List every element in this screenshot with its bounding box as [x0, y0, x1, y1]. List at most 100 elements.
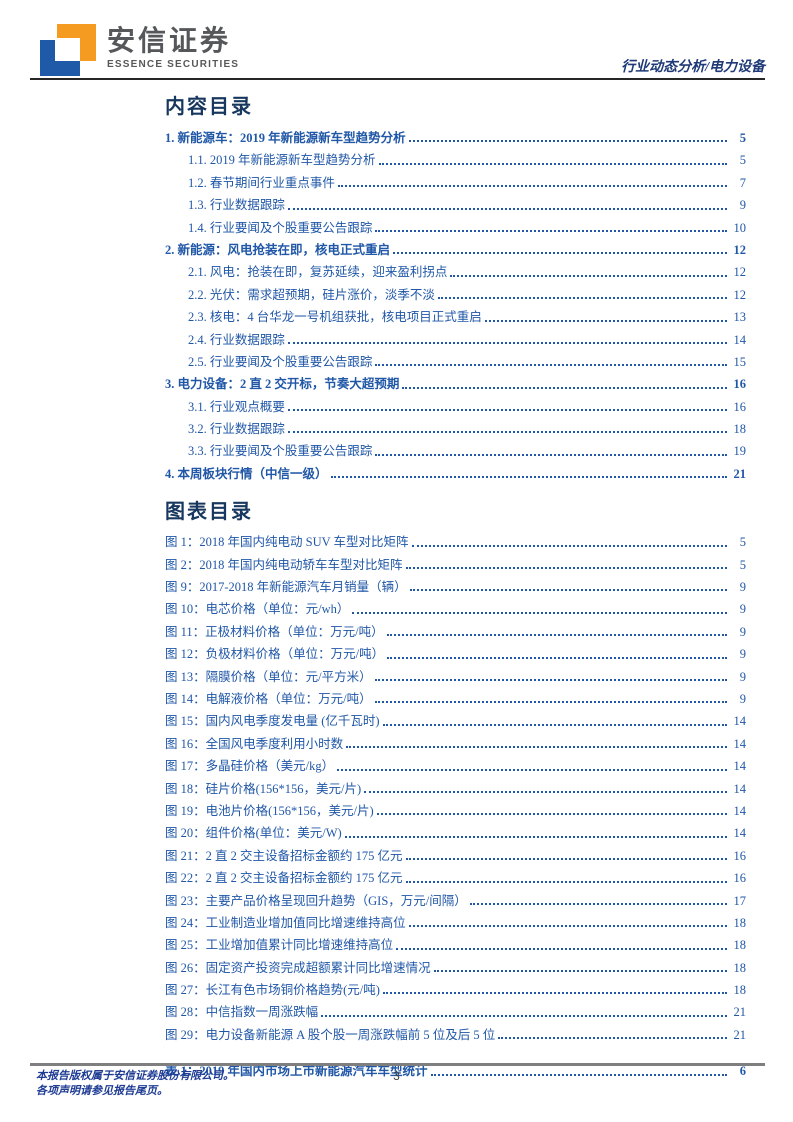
dot-leader	[337, 768, 727, 771]
table-entry: 表 1：2019 年国内市场上市新能源汽车车型统计 6	[165, 1060, 746, 1082]
header-divider	[30, 78, 765, 80]
figure-entry-page-number: 14	[733, 781, 747, 796]
brand-text: 安信证券 ESSENCE SECURITIES	[107, 24, 240, 71]
figure-section-title: 图表目录	[165, 501, 253, 524]
figure-entry-label: 图 26：固定资产投资完成超额累计同比增速情况	[165, 960, 431, 975]
toc-list: 1. 新能源车：2019 年新能源新车型趋势分析 5 1.1. 2019 年新能源新…	[165, 127, 746, 485]
dot-leader	[430, 1073, 727, 1076]
dot-leader	[402, 386, 727, 389]
figure-entry: 图 22：2 直 2 交主设备招标金额约 175 亿元 16	[165, 867, 746, 889]
brand-name-en: ESSENCE SECURITIES	[107, 59, 240, 70]
toc-entry: 3.3. 行业要闻及个股重要公告跟踪 19	[165, 440, 746, 462]
figure-entry-label: 图 2：2018 年国内纯电动轿车车型对比矩阵	[165, 557, 403, 572]
dot-leader	[352, 611, 727, 614]
figure-entry-label: 图 1：2018 年国内纯电动 SUV 车型对比矩阵	[165, 535, 409, 550]
figure-entry: 图 25：工业增加值累计同比增速维持高位 18	[165, 934, 746, 956]
toc-section-title: 内容目录	[165, 96, 253, 118]
toc-entry: 1.4. 行业要闻及个股重要公告跟踪 10	[165, 217, 746, 239]
toc-entry: 2.3. 核电：4 台华龙一号机组获批，核电项目正式重启 13	[165, 306, 746, 328]
dot-leader	[344, 835, 727, 838]
figure-entry-label: 图 18：硅片价格(156*156，美元/片)	[165, 781, 362, 796]
figure-entry-label: 图 9：2017-2018 年新能源汽车月销量（辆）	[165, 580, 407, 595]
figure-entry-label: 图 19：电池片价格(156*156，美元/片)	[165, 803, 374, 818]
figure-entry: 图 17：多晶硅价格（美元/kg） 14	[165, 755, 746, 777]
spacer	[165, 1046, 746, 1060]
figure-entry: 图 28：中信指数一周涨跌幅 21	[165, 1001, 746, 1023]
toc-entry-page-number: 12	[733, 287, 747, 302]
dot-leader	[396, 947, 727, 950]
dot-leader	[375, 453, 727, 456]
figure-entry-page-number: 5	[739, 535, 746, 550]
figure-entry-page-number: 14	[733, 714, 747, 729]
brand-name-cn: 安信证券	[107, 25, 232, 56]
toc-entry: 2.4. 行业数据跟踪 14	[165, 329, 746, 351]
toc-entry-page-number: 21	[733, 466, 747, 481]
dot-leader	[346, 746, 727, 749]
toc-entry-page-number: 14	[733, 332, 747, 347]
toc-entry: 3.1. 行业观点概要 16	[165, 396, 746, 418]
toc-entry-label: 2.4. 行业数据跟踪	[188, 332, 285, 347]
figure-entry-label: 图 22：2 直 2 交主设备招标金额约 175 亿元	[165, 871, 403, 886]
figure-entry: 图 14：电解液价格（单位：万元/吨） 9	[165, 688, 746, 710]
figure-entry: 图 26：固定资产投资完成超额累计同比增速情况 18	[165, 957, 746, 979]
footer-disclaimer: 本报告版权属于安信证券股份有限公司。 各项声明请参见报告尾页。	[36, 1069, 234, 1099]
toc-entry-label: 2. 新能源：风电抢装在即，核电正式重启	[165, 242, 391, 257]
dot-leader	[287, 431, 727, 434]
figure-entry-page-number: 14	[733, 803, 747, 818]
toc-entry-page-number: 19	[733, 444, 747, 459]
table-entry-page-number: 6	[739, 1064, 746, 1079]
toc-entry-page-number: 15	[733, 354, 747, 369]
dot-leader	[382, 992, 727, 995]
toc-entry: 1. 新能源车：2019 年新能源新车型趋势分析 5	[165, 127, 746, 149]
dot-leader	[411, 544, 727, 547]
dot-leader	[408, 140, 727, 143]
figure-entry: 图 27：长江有色市场铜价格趋势(元/吨) 18	[165, 979, 746, 1001]
dot-leader	[405, 880, 727, 883]
figure-entry: 图 24：工业制造业增加值同比增速维持高位 18	[165, 912, 746, 934]
toc-entry: 3. 电力设备：2 直 2 交开标，节奏大超预期 16	[165, 373, 746, 395]
figure-entry-page-number: 9	[739, 647, 746, 662]
toc-entry: 3.2. 行业数据跟踪 18	[165, 418, 746, 440]
dot-leader	[382, 723, 727, 726]
dot-leader	[433, 970, 727, 973]
figure-entry-page-number: 21	[733, 1027, 747, 1042]
toc-entry: 2.5. 行业要闻及个股重要公告跟踪 15	[165, 351, 746, 373]
figure-entry-page-number: 16	[733, 848, 747, 863]
figure-entry: 图 16：全国风电季度利用小时数 14	[165, 733, 746, 755]
toc-entry-label: 2.5. 行业要闻及个股重要公告跟踪	[188, 354, 373, 369]
report-type-label: 行业动态分析/电力设备	[621, 60, 765, 75]
figure-entry-page-number: 16	[733, 871, 747, 886]
figure-entry: 图 20：组件价格(单位：美元/W) 14	[165, 822, 746, 844]
figure-entry: 图 23：主要产品价格呈现回升趋势（GIS，万元/间隔） 17	[165, 890, 746, 912]
dot-leader	[287, 409, 727, 412]
figure-entry: 图 9：2017-2018 年新能源汽车月销量（辆） 9	[165, 576, 746, 598]
figure-entry-label: 图 16：全国风电季度利用小时数	[165, 736, 344, 751]
dot-leader	[387, 656, 727, 659]
figure-entry: 图 12：负极材料价格（单位：万元/吨） 9	[165, 643, 746, 665]
dot-leader	[393, 252, 727, 255]
dot-leader	[375, 364, 727, 367]
figure-entry: 图 21：2 直 2 交主设备招标金额约 175 亿元 16	[165, 845, 746, 867]
figure-entry-page-number: 18	[733, 960, 747, 975]
dot-leader	[405, 567, 727, 570]
dot-leader	[376, 813, 727, 816]
toc-entry: 1.2. 春节期间行业重点事件 7	[165, 172, 746, 194]
figure-entry-label: 图 12：负极材料价格（单位：万元/吨）	[165, 647, 385, 662]
figure-entry-page-number: 14	[733, 759, 747, 774]
dot-leader	[409, 589, 727, 592]
toc-entry-label: 1. 新能源车：2019 年新能源新车型趋势分析	[165, 131, 406, 145]
toc-entry-page-number: 18	[733, 422, 747, 437]
figure-list: 图 1：2018 年国内纯电动 SUV 车型对比矩阵 5 图 2：2018 年国内纯…	[165, 531, 746, 1046]
dot-leader	[484, 319, 727, 322]
toc-entry-page-number: 10	[733, 220, 747, 235]
dot-leader	[287, 207, 727, 210]
figure-entry-page-number: 14	[733, 736, 747, 751]
toc-entry-label: 3. 电力设备：2 直 2 交开标，节奏大超预期	[165, 377, 400, 392]
toc-entry: 4. 本周板块行情（中信一级） 21	[165, 463, 746, 485]
dot-leader	[330, 476, 727, 479]
figure-entry: 图 1：2018 年国内纯电动 SUV 车型对比矩阵 5	[165, 531, 746, 553]
toc-entry-label: 4. 本周板块行情（中信一级）	[165, 466, 328, 481]
figure-entry-label: 图 15：国内风电季度发电量 (亿千瓦时)	[165, 714, 380, 729]
figure-entry: 图 11：正极材料价格（单位：万元/吨） 9	[165, 621, 746, 643]
dot-leader	[321, 1014, 727, 1017]
